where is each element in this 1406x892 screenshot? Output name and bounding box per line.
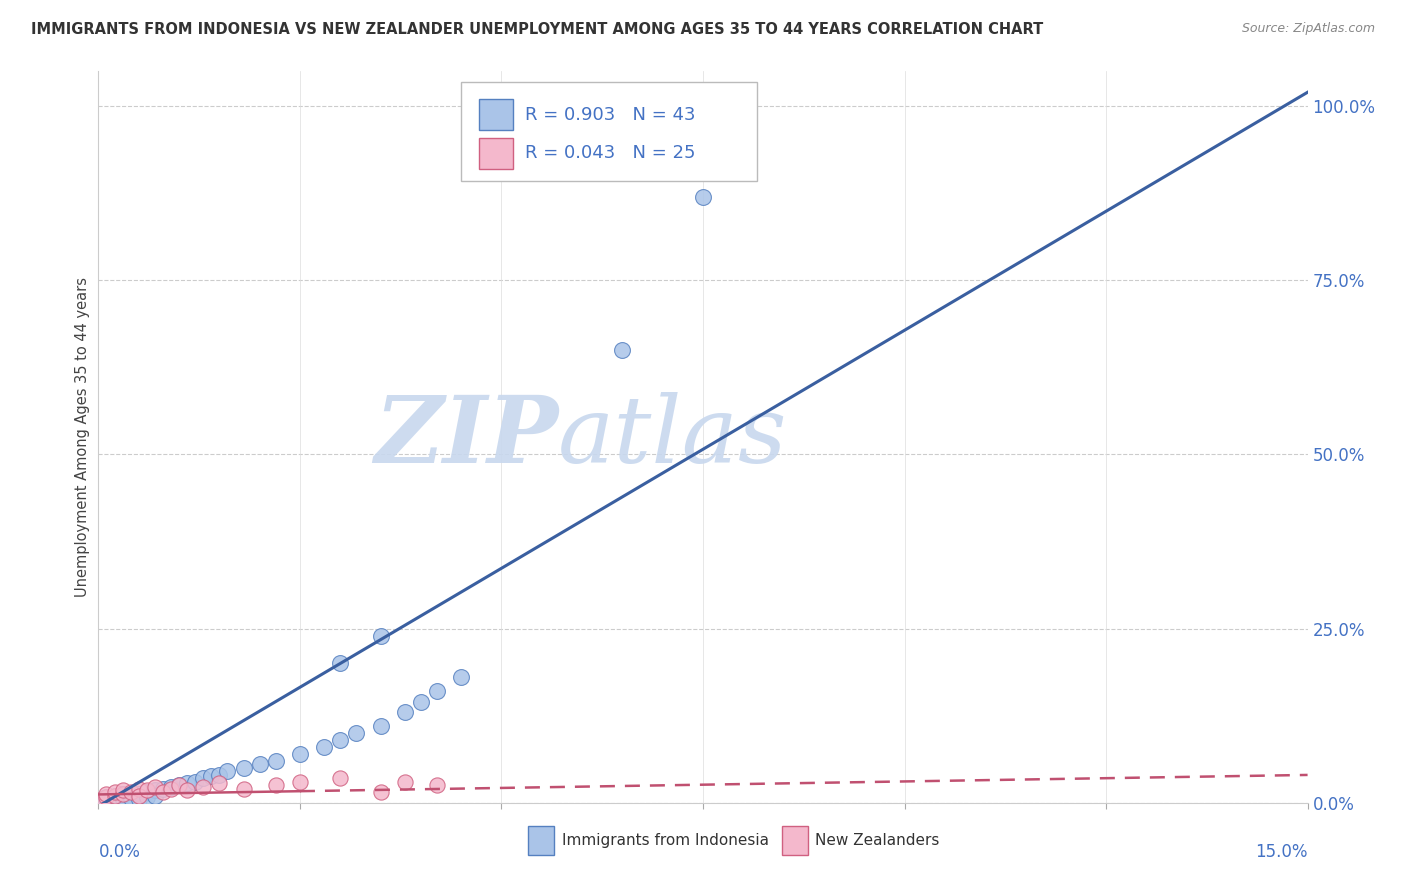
Point xyxy=(184,775,207,789)
Point xyxy=(128,781,150,796)
Point xyxy=(128,792,150,806)
Point xyxy=(208,776,231,790)
Point xyxy=(612,343,634,357)
Point xyxy=(96,792,118,806)
Point xyxy=(100,793,122,807)
Point xyxy=(370,785,392,799)
Point xyxy=(288,775,311,789)
Point xyxy=(120,789,142,803)
Text: 0.0%: 0.0% xyxy=(98,843,141,861)
Text: Source: ZipAtlas.com: Source: ZipAtlas.com xyxy=(1241,22,1375,36)
Point xyxy=(96,788,118,802)
Point xyxy=(128,788,150,802)
Point xyxy=(426,778,449,792)
FancyBboxPatch shape xyxy=(479,99,513,130)
Point xyxy=(167,778,190,792)
Point xyxy=(160,781,183,796)
Point xyxy=(288,747,311,761)
Text: R = 0.043   N = 25: R = 0.043 N = 25 xyxy=(526,145,696,162)
Point xyxy=(370,629,392,643)
Point xyxy=(329,733,352,747)
Point xyxy=(135,790,157,805)
Point xyxy=(160,780,183,795)
Point xyxy=(344,726,367,740)
Point xyxy=(394,775,416,789)
Point xyxy=(103,794,125,808)
Point xyxy=(143,780,166,795)
Point xyxy=(152,781,174,796)
Point xyxy=(176,776,198,790)
Point xyxy=(120,791,142,805)
Text: IMMIGRANTS FROM INDONESIA VS NEW ZEALANDER UNEMPLOYMENT AMONG AGES 35 TO 44 YEAR: IMMIGRANTS FROM INDONESIA VS NEW ZEALAND… xyxy=(31,22,1043,37)
Point xyxy=(314,740,336,755)
Point xyxy=(135,783,157,797)
Point xyxy=(143,783,166,797)
Point xyxy=(249,757,271,772)
Point xyxy=(111,792,134,806)
Point xyxy=(96,790,118,805)
Point xyxy=(103,789,125,803)
Point xyxy=(329,772,352,786)
Point xyxy=(111,790,134,805)
Point xyxy=(426,684,449,698)
Point xyxy=(128,789,150,803)
Point xyxy=(370,719,392,733)
FancyBboxPatch shape xyxy=(461,82,758,181)
FancyBboxPatch shape xyxy=(527,826,554,855)
Point xyxy=(232,761,254,775)
Text: atlas: atlas xyxy=(558,392,787,482)
Y-axis label: Unemployment Among Ages 35 to 44 years: Unemployment Among Ages 35 to 44 years xyxy=(75,277,90,597)
Text: ZIP: ZIP xyxy=(374,392,558,482)
Point xyxy=(120,785,142,799)
Text: R = 0.903   N = 43: R = 0.903 N = 43 xyxy=(526,105,696,123)
Point xyxy=(193,780,215,795)
Point xyxy=(103,791,125,805)
Point xyxy=(96,790,118,805)
Text: Immigrants from Indonesia: Immigrants from Indonesia xyxy=(561,833,769,848)
Point xyxy=(692,190,714,204)
Text: 15.0%: 15.0% xyxy=(1256,843,1308,861)
Point xyxy=(394,705,416,719)
Point xyxy=(91,794,114,808)
Point xyxy=(329,657,352,671)
Point xyxy=(103,789,125,803)
Point xyxy=(193,772,215,786)
Point xyxy=(200,769,222,783)
Point xyxy=(208,768,231,782)
Point xyxy=(264,754,287,768)
FancyBboxPatch shape xyxy=(479,138,513,169)
FancyBboxPatch shape xyxy=(782,826,808,855)
Point xyxy=(111,783,134,797)
Point xyxy=(232,781,254,796)
Point xyxy=(167,778,190,792)
Point xyxy=(143,789,166,803)
Point xyxy=(111,788,134,802)
Point xyxy=(450,670,472,684)
Point xyxy=(409,695,432,709)
Point xyxy=(135,785,157,799)
Point xyxy=(176,783,198,797)
Point xyxy=(91,792,114,806)
Point xyxy=(217,764,239,779)
Point xyxy=(264,778,287,792)
Point xyxy=(103,785,125,799)
Text: New Zealanders: New Zealanders xyxy=(815,833,939,848)
Point xyxy=(152,785,174,799)
Point xyxy=(111,788,134,802)
